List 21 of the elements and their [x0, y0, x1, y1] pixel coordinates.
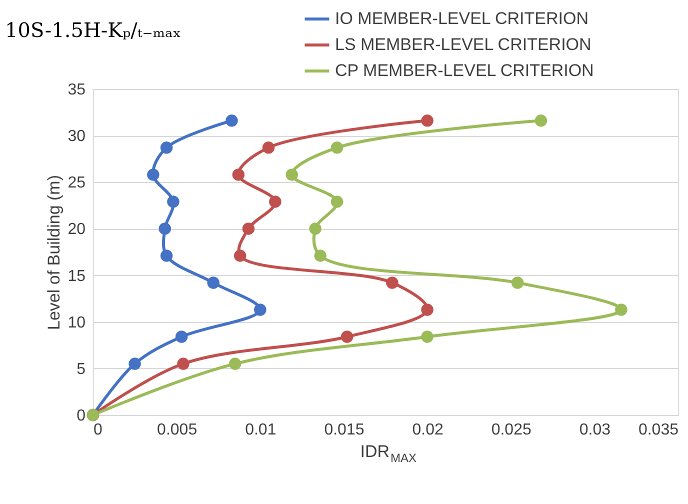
- y-tick-label: 35: [68, 82, 86, 98]
- y-tick-label: 15: [68, 268, 86, 285]
- y-tick-label: 25: [68, 174, 86, 192]
- y-tick-label: 5: [76, 360, 86, 378]
- x-tick-label: 0.01: [245, 422, 276, 438]
- legend-label: LS MEMBER-LEVEL CRITERION: [335, 35, 592, 54]
- x-tick-label: 0.025: [491, 422, 532, 438]
- x-tick-label: 0.02: [412, 422, 444, 438]
- x-tick-label: 0.035: [638, 422, 679, 438]
- y-tick-label: 30: [68, 128, 86, 146]
- chart-title: 10S-1.5H-Kₚ/ₜ₋ₘₐₓ: [5, 18, 182, 42]
- x-tick-label: 0.015: [324, 422, 364, 438]
- y-axis-title: Level of Building (m): [44, 175, 64, 330]
- y-tick-label: 20: [68, 221, 86, 238]
- legend-label: CP MEMBER-LEVEL CRITERION: [335, 61, 594, 80]
- x-tick-label: 0.005: [157, 422, 198, 438]
- legend-label: IO MEMBER-LEVEL CRITERION: [335, 9, 588, 28]
- y-tick-label: 10: [68, 314, 86, 332]
- y-tick-label: 0: [76, 408, 86, 424]
- x-tick-label: 0: [94, 422, 102, 438]
- x-tick-label: 0.03: [579, 422, 611, 438]
